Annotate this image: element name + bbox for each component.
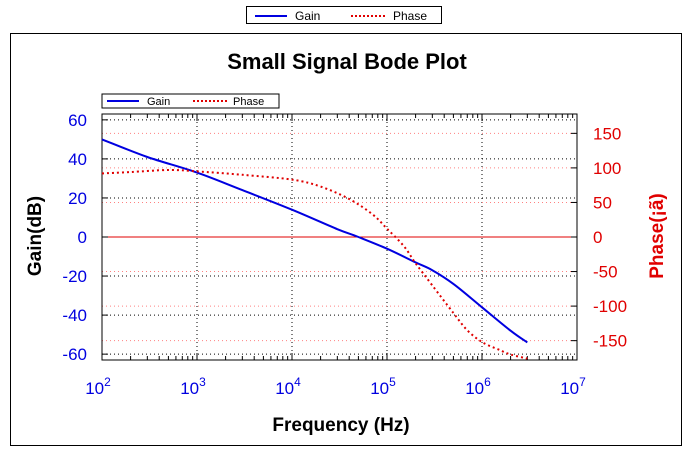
chart-title: Small Signal Bode Plot [227,49,467,74]
x-tick-label: 107 [560,375,586,398]
y-tick-label: 60 [68,111,87,130]
x-tick-label: 106 [465,375,491,398]
chart-frame: Small Signal Bode Plot 102 103 104 105 106 10… [10,33,682,446]
y-tick-label: -20 [62,267,87,286]
inner-legend-gain-label: Gain [147,96,170,108]
x-tick-labels: 102 103 104 105 106 107 [85,375,586,398]
y2-tick-label: 50 [593,193,612,212]
series-line-gain [101,138,528,344]
y-tick-label: 40 [68,150,87,169]
y2-tick-label: -100 [593,297,627,316]
y2-tick-label: 0 [593,228,602,247]
y2-tick-label: -150 [593,332,627,351]
y2-tick-labels: 150 100 50 0 -50 -100 -150 [593,124,627,350]
y-tick-label: -60 [62,345,87,364]
y2-tick-label: -50 [593,263,618,282]
x-tick-label: 103 [180,375,206,398]
x-tick-label: 105 [370,375,396,398]
y2-tick-label: 100 [593,159,621,178]
y2-axis-label: Phase(¡ã) [647,193,668,279]
y-tick-label: -40 [62,306,87,325]
top-legend: Gain Phase [246,6,442,24]
y-axis-label: Gain(dB) [25,196,46,276]
top-legend-phase-label: Phase [393,9,427,23]
series-line-phase [101,168,528,360]
grid [102,114,577,360]
inner-legend: Gain Phase [101,93,280,109]
x-tick-label: 102 [85,375,111,398]
y2-tick-label: 150 [593,124,621,143]
y-tick-label: 20 [68,189,87,208]
x-axis-label: Frequency (Hz) [272,415,409,436]
inner-legend-box [101,93,280,109]
top-legend-gain-label: Gain [295,9,320,23]
top-legend-swatches: Gain Phase [255,9,427,23]
inner-legend-phase-label: Phase [233,96,264,108]
x-tick-label: 104 [275,375,301,398]
y-tick-label: 0 [78,228,87,247]
bode-chart: Small Signal Bode Plot 102 103 104 105 106 10… [25,49,668,436]
y-tick-labels: 60 40 20 0 -20 -40 -60 [62,111,87,364]
